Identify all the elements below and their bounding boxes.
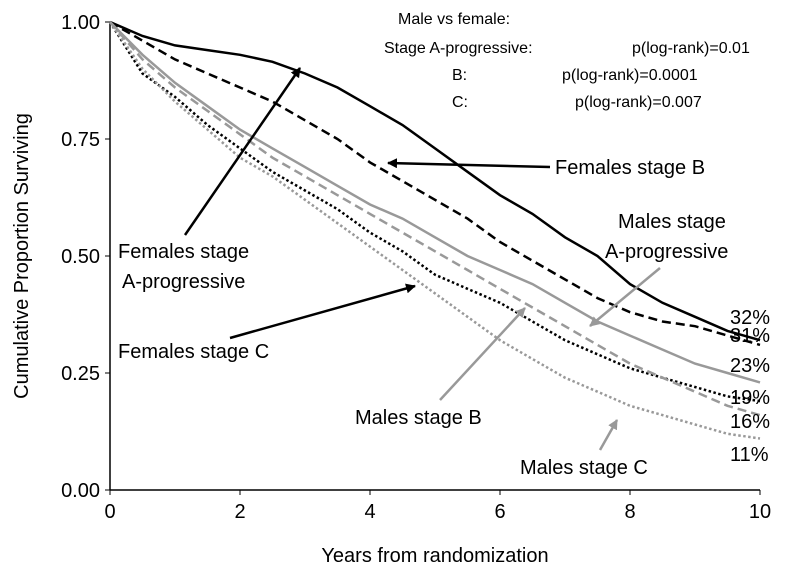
stats-label: B: <box>452 67 467 84</box>
end-label: 16% <box>730 411 770 433</box>
y-tick-label: 0.25 <box>61 363 100 385</box>
y-axis-label: Cumulative Proportion Surviving <box>11 113 33 399</box>
y-tick-label: 1.00 <box>61 12 100 34</box>
annotation-arrow <box>387 158 551 169</box>
stats-p: p(log-rank)=0.01 <box>632 40 750 57</box>
stats-label: C: <box>452 94 468 111</box>
y-tick-label: 0.75 <box>61 129 100 151</box>
annotation-arrow <box>598 419 619 451</box>
annotation-text: A-progressive <box>122 271 245 293</box>
annotation-arrow <box>229 283 416 340</box>
end-label: 31% <box>730 325 770 347</box>
survival-curve <box>109 21 761 384</box>
end-label: 19% <box>730 387 770 409</box>
end-label: 11% <box>730 444 769 466</box>
x-tick-label: 6 <box>494 501 505 523</box>
annotation-text: Females stage C <box>118 341 269 363</box>
annotation-text: Males stage <box>618 211 726 233</box>
annotation-arrow <box>439 307 526 401</box>
annotation-text: Females stage B <box>555 157 705 179</box>
stats-header: Male vs female: <box>398 11 510 28</box>
stats-p: p(log-rank)=0.007 <box>575 94 702 111</box>
annotation-text: Females stage <box>118 241 249 263</box>
annotation-arrow <box>589 267 661 327</box>
survival-curve <box>109 20 761 342</box>
survival-curve <box>108 21 761 403</box>
x-tick-label: 0 <box>104 501 115 523</box>
stats-label: Stage A-progressive: <box>384 40 533 57</box>
survival-curve <box>108 21 761 440</box>
annotation-text: A-progressive <box>605 241 728 263</box>
y-tick-label: 0.50 <box>61 246 100 268</box>
annotation-text: Males stage C <box>520 457 648 479</box>
survival-curve <box>109 21 761 417</box>
x-tick-label: 8 <box>624 501 635 523</box>
stats-p: p(log-rank)=0.0001 <box>562 67 698 84</box>
x-tick-label: 2 <box>234 501 245 523</box>
annotation-text: Males stage B <box>355 407 482 429</box>
x-tick-label: 4 <box>364 501 375 523</box>
x-axis-label: Years from randomization <box>321 545 548 567</box>
end-label: 23% <box>730 355 770 377</box>
end-label: 32% <box>730 307 770 329</box>
y-tick-label: 0.00 <box>61 480 100 502</box>
x-tick-label: 10 <box>749 501 771 523</box>
annotation-arrow <box>183 67 302 236</box>
survival-curve <box>109 20 761 347</box>
